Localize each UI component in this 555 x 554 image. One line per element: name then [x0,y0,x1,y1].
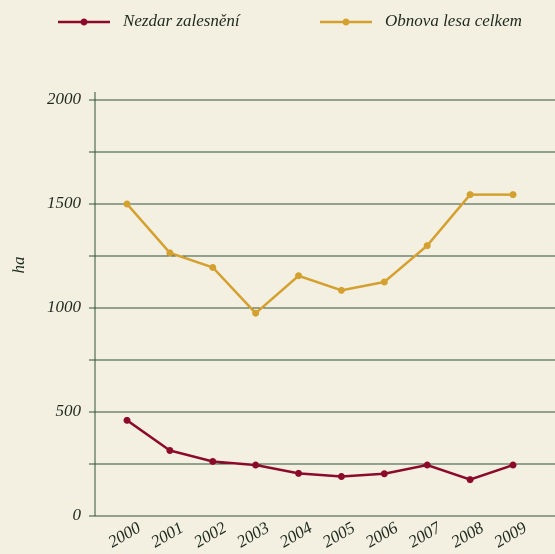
point [509,191,517,199]
point [423,461,431,469]
series-line [126,419,514,481]
point [252,309,260,317]
legend-label: Obnova lesa celkem [385,11,522,30]
point [123,200,131,208]
point [466,476,474,484]
point [337,472,345,480]
point [209,458,217,466]
y-tick-label: 1500 [47,193,82,212]
legend-marker [80,18,88,26]
legend-label: Nezdar zalesnění [122,11,241,30]
y-tick-label: 2000 [47,89,82,108]
point [380,278,388,286]
point [337,286,345,294]
point [295,272,303,280]
y-axis-label: ha [9,257,28,274]
legend-marker [342,18,350,26]
point [123,416,131,424]
point [166,446,174,454]
point [295,469,303,477]
y-tick-label: 0 [73,505,82,524]
point [423,242,431,250]
point [509,461,517,469]
y-tick-label: 500 [56,401,82,420]
point [466,191,474,199]
point [166,249,174,257]
point [209,263,217,271]
point [252,461,260,469]
point [380,470,388,478]
y-tick-label: 1000 [47,297,82,316]
series-line [126,193,513,315]
